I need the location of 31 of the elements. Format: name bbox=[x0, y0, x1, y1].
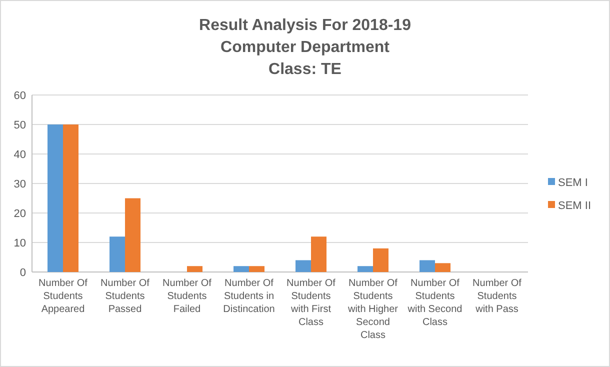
bar bbox=[187, 266, 202, 272]
bar bbox=[249, 266, 264, 272]
y-tick-label: 20 bbox=[14, 208, 26, 220]
bar bbox=[373, 248, 388, 272]
legend-label: SEM II bbox=[558, 200, 592, 212]
x-tick-label: Number Of Students with First Class bbox=[286, 278, 336, 328]
y-tick-label: 50 bbox=[14, 119, 26, 132]
bar bbox=[125, 198, 140, 272]
bar bbox=[311, 236, 326, 272]
x-tick-label: Number Of Students Appeared bbox=[38, 278, 88, 315]
y-tick-label: 10 bbox=[14, 237, 26, 250]
bar bbox=[63, 124, 78, 272]
bar bbox=[234, 266, 249, 272]
bar bbox=[420, 260, 435, 272]
x-tick-label: Number Of Students in Distincation bbox=[223, 278, 275, 315]
x-tick-label: Number Of Students with Pass bbox=[472, 278, 522, 315]
bar bbox=[435, 263, 450, 272]
x-tick-label: Number Of Students Failed bbox=[162, 278, 212, 315]
x-tick-label: Number Of Students with Higher Second Class bbox=[346, 278, 399, 341]
chart-title: Result Analysis For 2018-19 Computer Department Class: TE bbox=[199, 17, 412, 78]
legend-label: SEM I bbox=[558, 176, 588, 189]
bar bbox=[358, 266, 373, 272]
y-tick-label: 40 bbox=[14, 148, 26, 161]
x-tick-label: Number Of Students Passed bbox=[100, 278, 150, 315]
y-tick-label: 60 bbox=[14, 90, 26, 102]
bar bbox=[48, 124, 63, 272]
y-tick-label: 0 bbox=[20, 266, 26, 279]
x-tick-label: Number Of Students with Second Class bbox=[406, 278, 462, 328]
bar bbox=[296, 260, 311, 272]
y-tick-label: 30 bbox=[14, 178, 26, 190]
bar bbox=[110, 236, 125, 272]
